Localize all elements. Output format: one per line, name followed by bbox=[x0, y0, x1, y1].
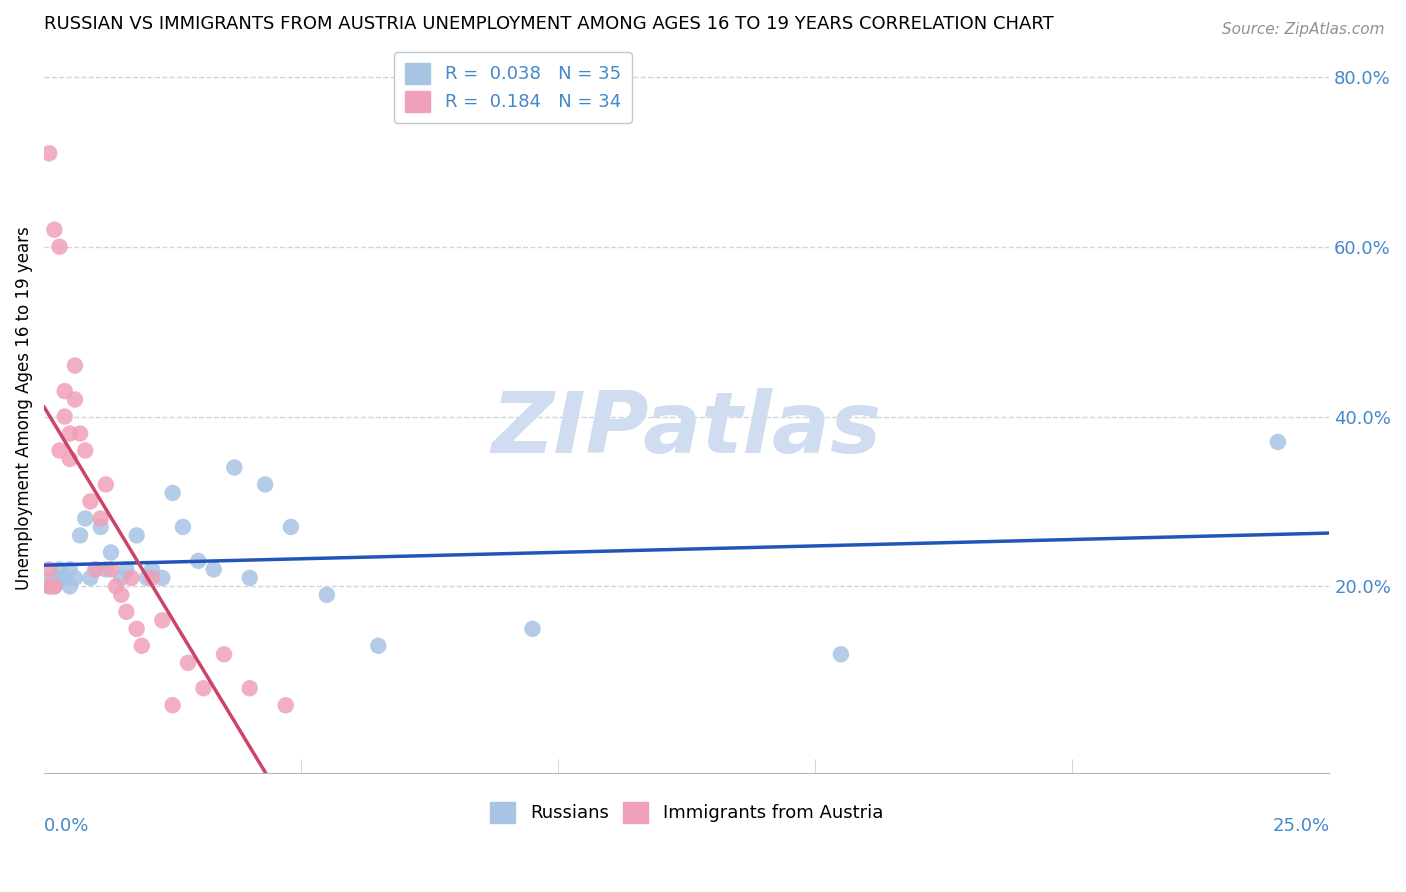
Point bbox=[79, 494, 101, 508]
Point bbox=[367, 639, 389, 653]
Point bbox=[150, 613, 173, 627]
Point bbox=[48, 562, 70, 576]
Point bbox=[131, 639, 153, 653]
Text: 0.0%: 0.0% bbox=[44, 817, 90, 835]
Legend: Russians, Immigrants from Austria: Russians, Immigrants from Austria bbox=[482, 795, 890, 830]
Point bbox=[63, 359, 86, 373]
Point bbox=[115, 562, 138, 576]
Point bbox=[177, 656, 200, 670]
Point bbox=[522, 622, 544, 636]
Point bbox=[38, 571, 60, 585]
Point bbox=[94, 562, 117, 576]
Text: 25.0%: 25.0% bbox=[1272, 817, 1329, 835]
Point bbox=[100, 562, 122, 576]
Point bbox=[38, 579, 60, 593]
Point bbox=[90, 520, 112, 534]
Point bbox=[115, 605, 138, 619]
Point bbox=[69, 528, 91, 542]
Point bbox=[141, 571, 163, 585]
Point bbox=[79, 571, 101, 585]
Point bbox=[212, 648, 235, 662]
Point bbox=[202, 562, 225, 576]
Point bbox=[274, 698, 297, 713]
Point bbox=[94, 477, 117, 491]
Point bbox=[53, 571, 76, 585]
Point bbox=[110, 571, 132, 585]
Point bbox=[280, 520, 302, 534]
Point bbox=[48, 240, 70, 254]
Point bbox=[150, 571, 173, 585]
Point bbox=[172, 520, 194, 534]
Point bbox=[830, 648, 852, 662]
Point bbox=[63, 571, 86, 585]
Point bbox=[224, 460, 246, 475]
Y-axis label: Unemployment Among Ages 16 to 19 years: Unemployment Among Ages 16 to 19 years bbox=[15, 227, 32, 590]
Point bbox=[141, 562, 163, 576]
Point bbox=[59, 562, 82, 576]
Point bbox=[75, 443, 97, 458]
Point bbox=[315, 588, 337, 602]
Point bbox=[38, 562, 60, 576]
Point bbox=[53, 409, 76, 424]
Point bbox=[44, 223, 66, 237]
Text: Source: ZipAtlas.com: Source: ZipAtlas.com bbox=[1222, 22, 1385, 37]
Point bbox=[239, 571, 262, 585]
Point bbox=[59, 579, 82, 593]
Point bbox=[162, 698, 184, 713]
Point bbox=[90, 511, 112, 525]
Point bbox=[110, 588, 132, 602]
Point bbox=[48, 571, 70, 585]
Point bbox=[75, 511, 97, 525]
Point bbox=[69, 426, 91, 441]
Point bbox=[105, 579, 128, 593]
Point bbox=[1267, 435, 1289, 450]
Point bbox=[121, 571, 143, 585]
Point bbox=[44, 579, 66, 593]
Point bbox=[100, 545, 122, 559]
Point bbox=[254, 477, 277, 491]
Point bbox=[38, 579, 60, 593]
Point bbox=[193, 681, 215, 696]
Point bbox=[53, 384, 76, 398]
Point bbox=[59, 426, 82, 441]
Point bbox=[63, 392, 86, 407]
Text: ZIPatlas: ZIPatlas bbox=[492, 388, 882, 472]
Point bbox=[187, 554, 209, 568]
Point bbox=[48, 443, 70, 458]
Point bbox=[125, 528, 148, 542]
Text: RUSSIAN VS IMMIGRANTS FROM AUSTRIA UNEMPLOYMENT AMONG AGES 16 TO 19 YEARS CORREL: RUSSIAN VS IMMIGRANTS FROM AUSTRIA UNEMP… bbox=[44, 15, 1054, 33]
Point bbox=[38, 146, 60, 161]
Point bbox=[84, 562, 107, 576]
Point bbox=[162, 486, 184, 500]
Point bbox=[239, 681, 262, 696]
Point bbox=[59, 452, 82, 467]
Point bbox=[84, 562, 107, 576]
Point bbox=[135, 571, 157, 585]
Point bbox=[125, 622, 148, 636]
Point bbox=[44, 579, 66, 593]
